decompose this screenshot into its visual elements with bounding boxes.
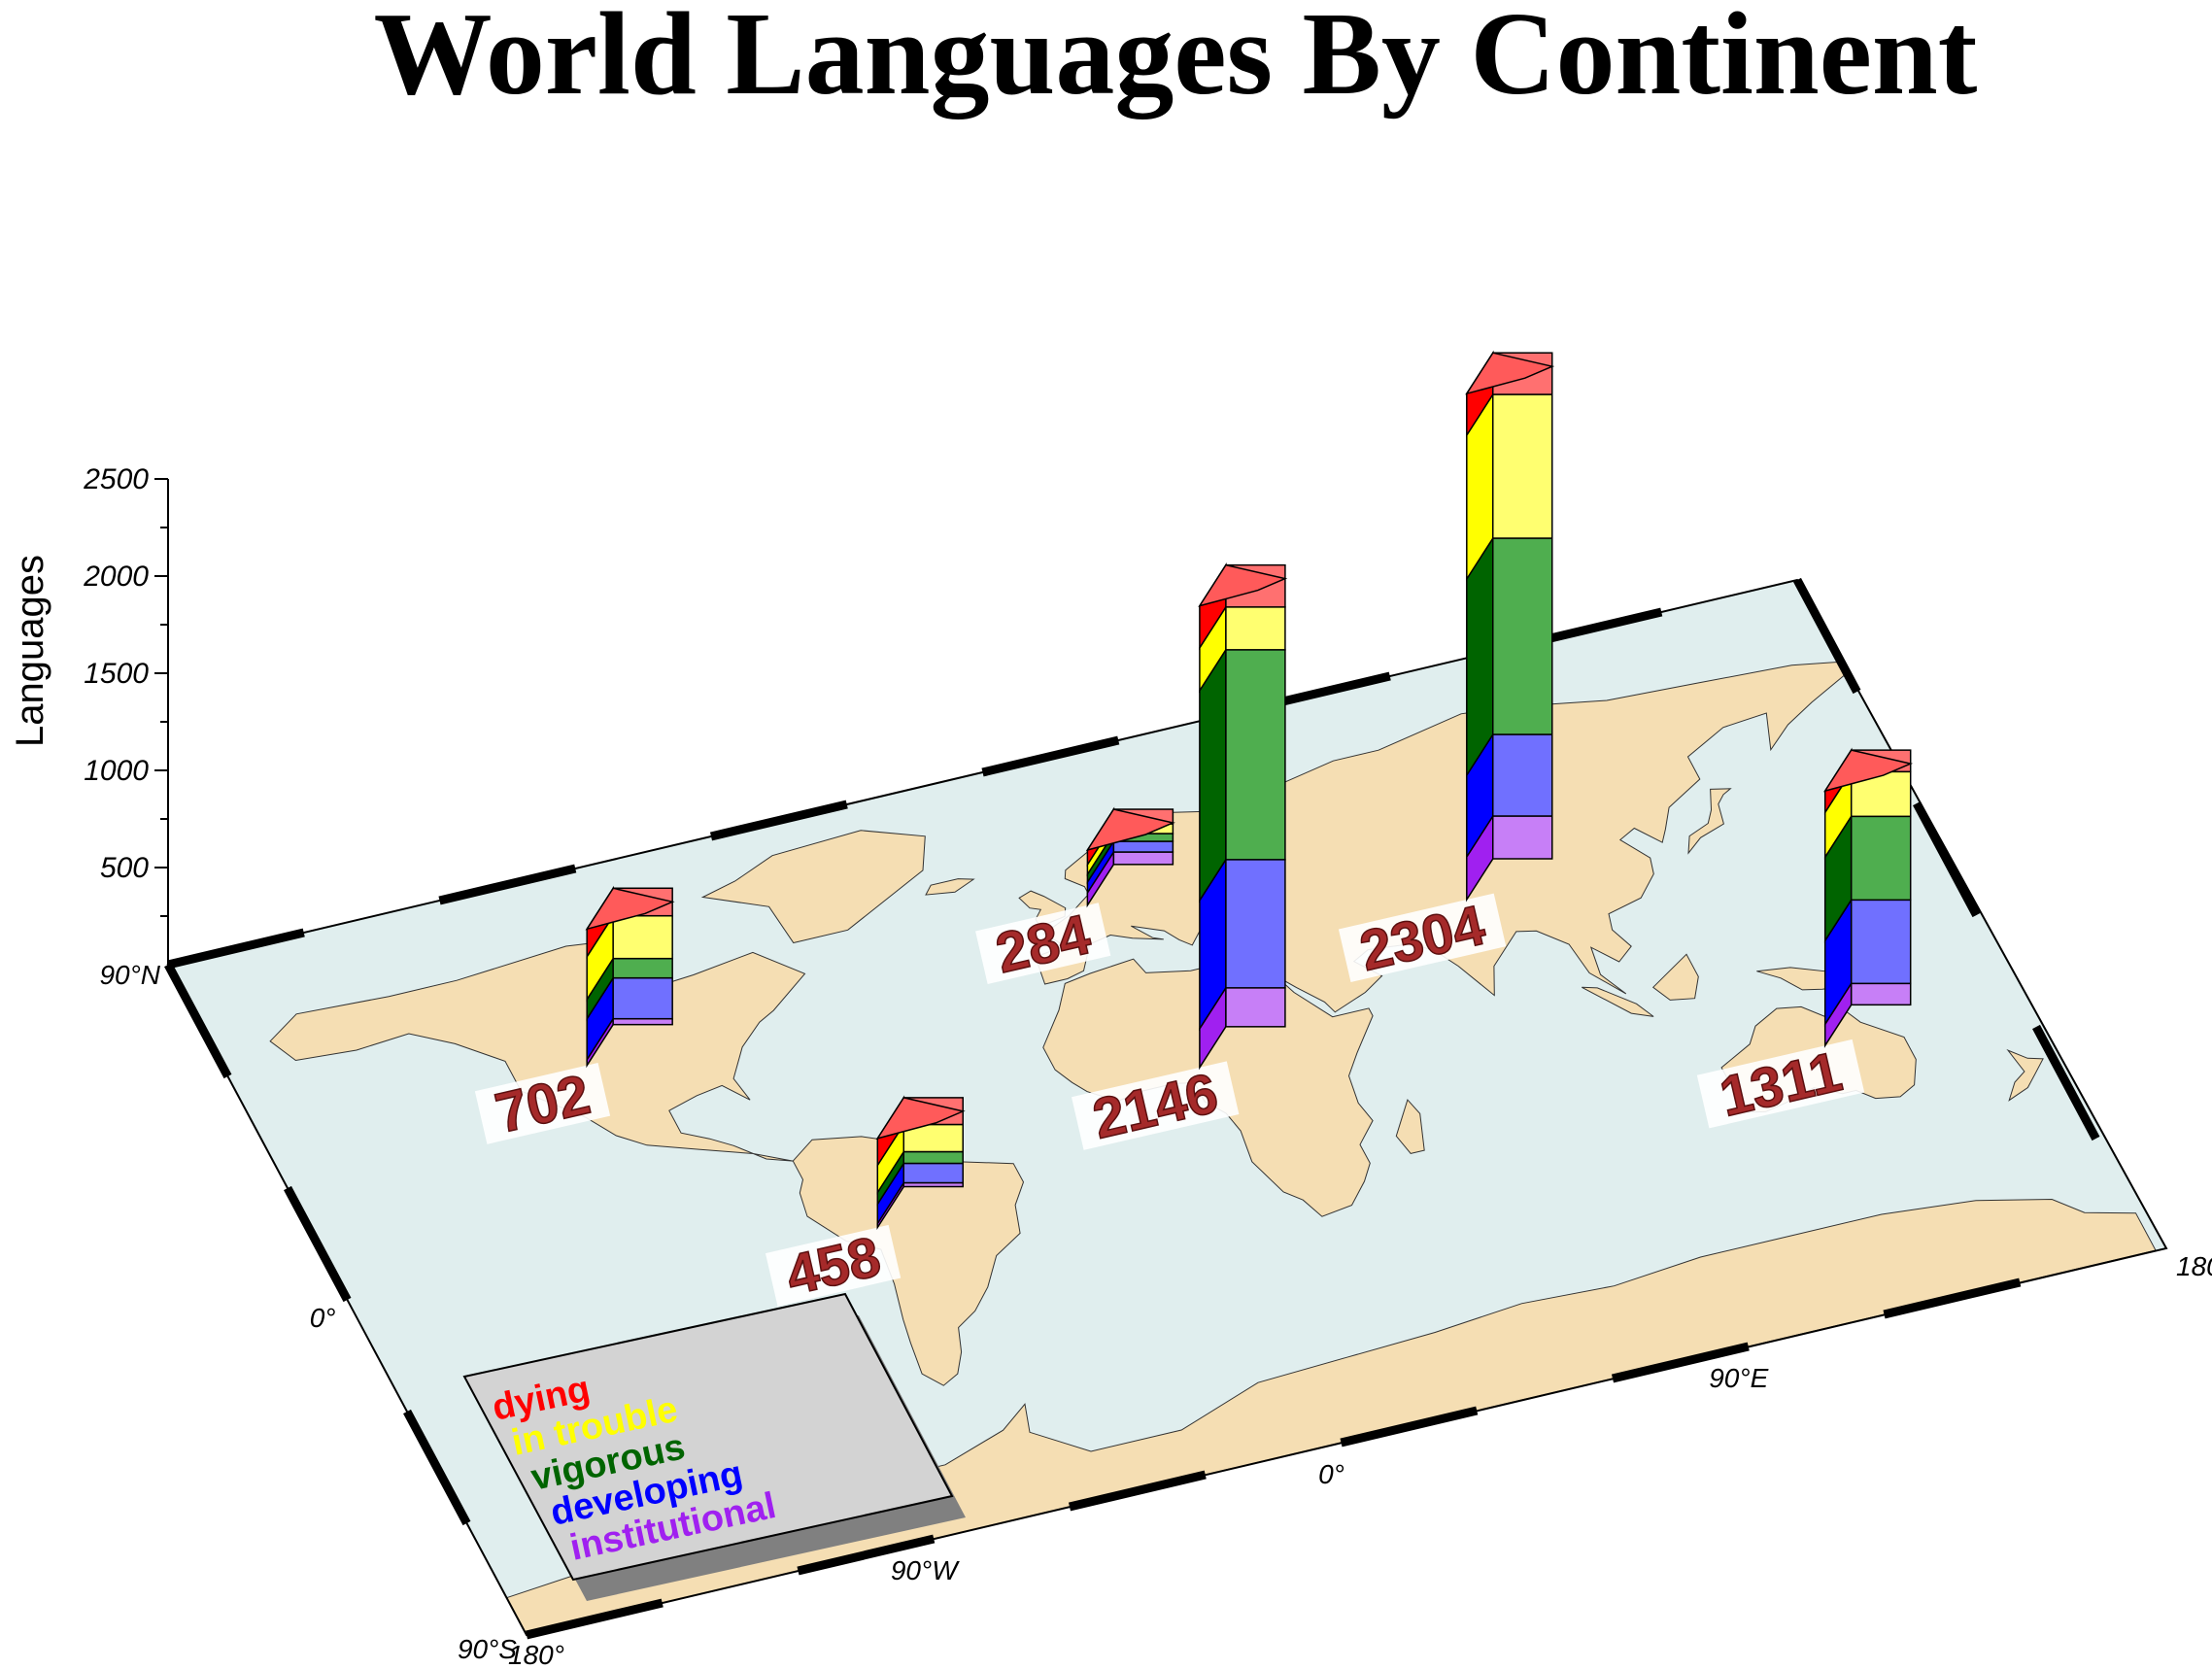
frame-bottom-segment bbox=[1611, 1342, 1750, 1383]
y-tick-label: 2000 bbox=[83, 561, 149, 593]
bar-segment-front bbox=[1225, 987, 1286, 1028]
frame-right-segment bbox=[1913, 800, 1981, 918]
frame-left-segment bbox=[284, 1185, 352, 1303]
frame-bottom-segment bbox=[797, 1534, 936, 1576]
bar-segment-front bbox=[1492, 537, 1553, 735]
bar-segment-front bbox=[1492, 393, 1553, 539]
land-borneo bbox=[1651, 953, 1699, 1001]
frame-top-segment bbox=[709, 800, 848, 841]
total-label-bg bbox=[1696, 1039, 1865, 1129]
bar-top-face bbox=[1085, 808, 1175, 852]
y-axis: 500 1000 1500 2000 2500 Languages bbox=[9, 463, 169, 965]
bar-284 bbox=[1085, 806, 1175, 908]
legend-box bbox=[462, 1292, 954, 1582]
bar-segment-front bbox=[1112, 840, 1174, 853]
bar-segment-front bbox=[1225, 606, 1286, 651]
land-new-zealand bbox=[2006, 1048, 2044, 1102]
bar-segment-front bbox=[612, 957, 673, 979]
bar-segment-front bbox=[1225, 859, 1286, 989]
y-tick-label: 2500 bbox=[83, 463, 149, 495]
bar-segment-front bbox=[1492, 733, 1553, 817]
lat-label-bottom: 90°S bbox=[458, 1634, 517, 1664]
lon-label-90w: 90°W bbox=[891, 1555, 960, 1585]
bar-segment-front bbox=[902, 1162, 964, 1184]
bar-segment-front bbox=[902, 1150, 964, 1165]
bar-segment-front bbox=[612, 914, 673, 960]
total-label-bg bbox=[765, 1224, 902, 1307]
land-japan bbox=[1687, 788, 1732, 855]
lon-label-90e: 90°E bbox=[1709, 1363, 1768, 1393]
bar-top-face bbox=[1823, 749, 1914, 793]
land-madagascar bbox=[1395, 1099, 1425, 1154]
frame-top-segment bbox=[981, 735, 1120, 777]
frame-top-segment bbox=[438, 864, 577, 905]
bar-segment-front bbox=[1225, 649, 1286, 861]
frame-bottom-segment bbox=[1340, 1406, 1479, 1448]
lon-label-0: 0° bbox=[1318, 1459, 1344, 1489]
bar-segment-front bbox=[1850, 815, 1912, 902]
bar-2304 bbox=[1465, 350, 1555, 903]
bars bbox=[585, 350, 1914, 1231]
lat-label-top: 90°N bbox=[99, 960, 160, 990]
y-tick-label: 1500 bbox=[84, 658, 149, 690]
frame-bottom-segment bbox=[525, 1598, 664, 1640]
bar-top-face bbox=[1198, 563, 1288, 607]
total-label-bg bbox=[1072, 1061, 1240, 1150]
y-tick-label: 1000 bbox=[84, 755, 149, 787]
total-label-bg bbox=[1338, 893, 1507, 983]
bar-1311 bbox=[1823, 747, 1914, 1048]
bar-top-face bbox=[875, 1097, 966, 1141]
frame-left-segment bbox=[403, 1409, 471, 1526]
bar-2146 bbox=[1198, 562, 1288, 1071]
bar-segment-front bbox=[1492, 815, 1553, 860]
bar-segment-front bbox=[1112, 851, 1174, 866]
bar-segment-front bbox=[1850, 982, 1912, 1006]
total-label-bg bbox=[975, 903, 1111, 985]
bar-702 bbox=[585, 885, 675, 1069]
frame-right-segment bbox=[2032, 1024, 2100, 1141]
chart-title: World Languages By Continent bbox=[374, 0, 1978, 119]
total-label-bg bbox=[474, 1063, 611, 1144]
lat-label-mid: 0° bbox=[310, 1303, 336, 1333]
frame-left-segment bbox=[164, 962, 232, 1079]
bar-segment-front bbox=[612, 1017, 673, 1026]
y-tick-label: 500 bbox=[100, 852, 149, 884]
bar-segment-front bbox=[1850, 899, 1912, 985]
bar-458 bbox=[875, 1095, 966, 1231]
y-axis-label: Languages bbox=[9, 555, 51, 747]
land-iceland bbox=[925, 878, 975, 896]
frame-bottom-segment bbox=[1883, 1277, 2022, 1319]
bar-segment-front bbox=[612, 976, 673, 1020]
frame-top-segment bbox=[166, 928, 305, 970]
bar-top-face bbox=[1465, 352, 1555, 395]
bar-segment-side bbox=[1199, 647, 1227, 903]
frame-bottom-segment bbox=[1068, 1470, 1207, 1512]
lon-label-left: 180° bbox=[508, 1640, 564, 1669]
lon-label-right: 180° bbox=[2176, 1251, 2212, 1281]
frame-right-segment bbox=[1793, 577, 1861, 695]
bar-top-face bbox=[585, 887, 675, 931]
land-sumatra bbox=[1582, 986, 1654, 1017]
land-greenland bbox=[700, 830, 926, 944]
